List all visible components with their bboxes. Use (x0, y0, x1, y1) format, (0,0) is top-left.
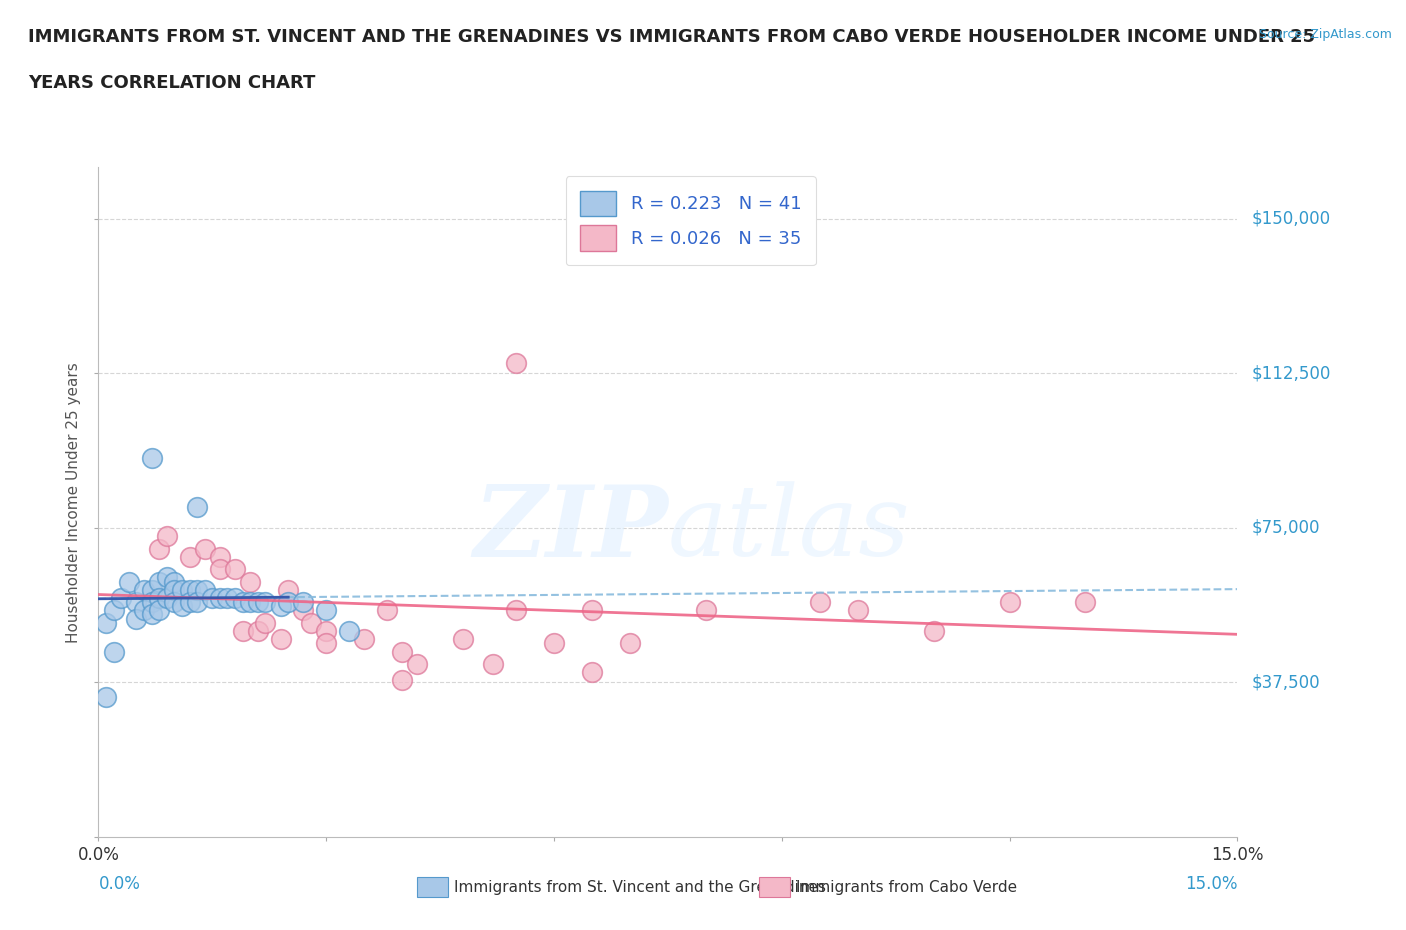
Point (103, 603, 125, 618)
Point (391, 644, 413, 659)
Point (1074, 594, 1097, 609)
Point (808, 594, 831, 609)
Point (246, 623, 269, 638)
Point (118, 574, 141, 589)
Point (232, 594, 254, 609)
Point (375, 603, 398, 618)
Point (315, 636, 337, 651)
Text: $37,500: $37,500 (1251, 673, 1320, 692)
Point (186, 500, 208, 515)
Point (141, 582, 163, 597)
Point (163, 594, 186, 609)
Point (505, 603, 527, 618)
Point (581, 665, 603, 680)
Text: YEARS CORRELATION CHART: YEARS CORRELATION CHART (28, 74, 315, 92)
Point (110, 591, 132, 605)
Text: $150,000: $150,000 (1251, 210, 1330, 228)
Point (94, 689, 117, 704)
Point (156, 529, 179, 544)
Text: Immigrants from St. Vincent and the Grenadines: Immigrants from St. Vincent and the Gren… (454, 880, 825, 895)
Point (270, 631, 292, 646)
Point (186, 594, 208, 609)
Point (103, 644, 125, 659)
Point (239, 574, 262, 589)
Point (132, 582, 155, 597)
Point (277, 582, 299, 597)
Text: 15.0%: 15.0% (1185, 874, 1237, 893)
Point (194, 541, 217, 556)
Point (141, 450, 163, 465)
Point (270, 599, 292, 614)
Text: atlas: atlas (668, 482, 911, 577)
Point (292, 594, 315, 609)
Point (224, 562, 246, 577)
Point (170, 599, 193, 614)
Point (148, 541, 170, 556)
Text: Immigrants from Cabo Verde: Immigrants from Cabo Verde (796, 880, 1017, 895)
Legend: R = 0.223   N = 41, R = 0.026   N = 35: R = 0.223 N = 41, R = 0.026 N = 35 (565, 177, 815, 265)
Point (194, 582, 217, 597)
Point (695, 603, 717, 618)
Point (163, 574, 186, 589)
Point (208, 562, 231, 577)
Point (208, 550, 231, 565)
Point (451, 631, 474, 646)
Point (391, 673, 413, 688)
Point (132, 603, 155, 618)
Point (482, 657, 505, 671)
Point (922, 623, 945, 638)
Point (141, 594, 163, 609)
Point (315, 603, 337, 618)
Point (186, 582, 208, 597)
Point (406, 657, 429, 671)
Point (217, 591, 239, 605)
Text: $112,500: $112,500 (1251, 365, 1330, 382)
Point (353, 631, 375, 646)
Point (246, 594, 269, 609)
Text: $75,000: $75,000 (1251, 519, 1320, 537)
Text: ZIP: ZIP (472, 481, 668, 578)
Point (337, 623, 360, 638)
Point (148, 603, 170, 618)
Text: IMMIGRANTS FROM ST. VINCENT AND THE GRENADINES VS IMMIGRANTS FROM CABO VERDE HOU: IMMIGRANTS FROM ST. VINCENT AND THE GREN… (28, 28, 1315, 46)
Point (224, 591, 246, 605)
Point (141, 607, 163, 622)
Point (156, 570, 179, 585)
Point (277, 594, 299, 609)
Point (254, 616, 277, 631)
Point (179, 582, 201, 597)
Point (170, 582, 193, 597)
Point (201, 591, 224, 605)
Point (208, 591, 231, 605)
Text: Source: ZipAtlas.com: Source: ZipAtlas.com (1258, 28, 1392, 41)
Point (846, 603, 869, 618)
Point (125, 594, 148, 609)
Point (179, 550, 201, 565)
Point (94, 616, 117, 631)
Point (239, 594, 262, 609)
Point (619, 636, 641, 651)
Point (998, 594, 1021, 609)
Point (315, 623, 337, 638)
Point (125, 611, 148, 626)
Point (505, 355, 527, 370)
Point (179, 594, 201, 609)
Text: 0.0%: 0.0% (98, 874, 141, 893)
Point (299, 616, 322, 631)
Point (254, 594, 277, 609)
Point (232, 623, 254, 638)
Point (148, 574, 170, 589)
Point (156, 591, 179, 605)
Point (148, 591, 170, 605)
Point (292, 603, 315, 618)
Y-axis label: Householder Income Under 25 years: Householder Income Under 25 years (66, 362, 82, 643)
Point (163, 582, 186, 597)
Point (543, 636, 565, 651)
Point (581, 603, 603, 618)
